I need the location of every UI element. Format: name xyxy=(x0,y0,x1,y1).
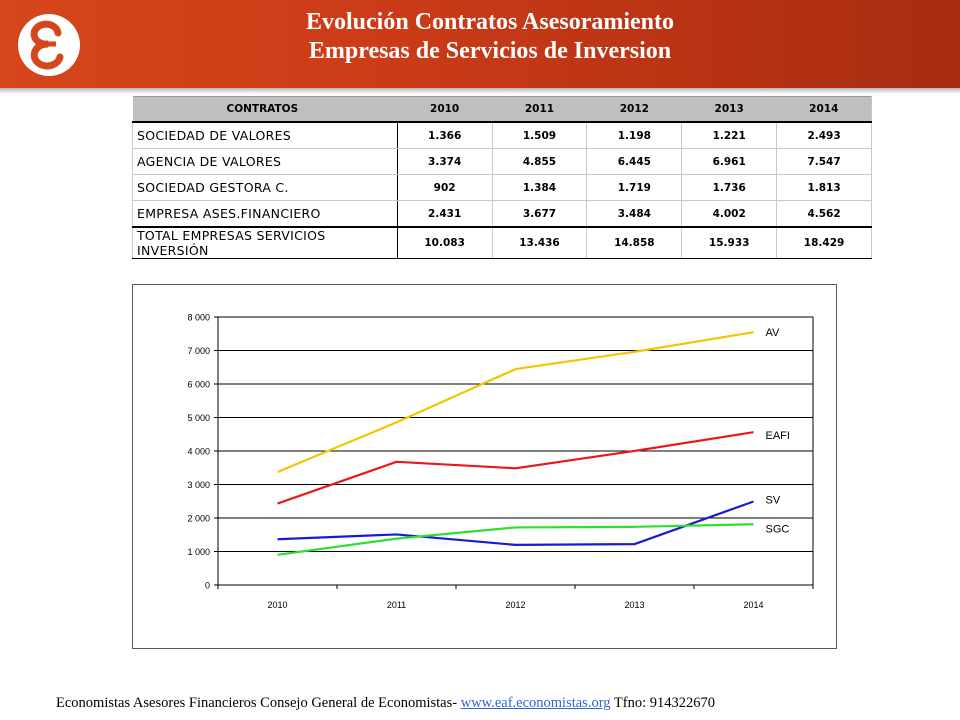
economistas-logo xyxy=(18,14,80,76)
line-chart-frame: 0 1 000 2 000 3 000 4 000 5 000 6 000 7 000 8 00… xyxy=(132,284,837,649)
title-line-1: Evolución Contratos Asesoramiento xyxy=(306,9,674,35)
row-label: EMPRESA ASES.FINANCIERO xyxy=(132,200,398,228)
y-tick-label: 5 000 xyxy=(187,413,210,423)
table-cell: 18.429 xyxy=(776,226,872,259)
y-tick-label: 0 xyxy=(205,581,210,591)
column-header: 2012 xyxy=(586,96,682,123)
y-tick-label: 7 000 xyxy=(187,346,210,356)
y-tick-label: 4 000 xyxy=(187,447,210,457)
x-tick-label: 2014 xyxy=(743,600,763,610)
column-header: 2010 xyxy=(397,96,493,123)
table-row: EMPRESA ASES.FINANCIERO 2.431 3.677 3.48… xyxy=(132,200,872,228)
table-cell: 2.493 xyxy=(776,122,872,149)
table-cell: 10.083 xyxy=(396,226,493,259)
table-cell: 1.736 xyxy=(681,174,777,201)
y-tick-label: 8 000 xyxy=(187,313,210,323)
row-label: TOTAL EMPRESAS SERVICIOS INVERSIÓN xyxy=(132,226,398,259)
title-line-2: Empresas de Servicios de Inversion xyxy=(308,38,672,64)
x-tick-label: 2013 xyxy=(624,600,644,610)
series-label-av: AV xyxy=(766,327,781,339)
column-header: 2011 xyxy=(492,96,587,123)
table-cell: 3.484 xyxy=(586,200,682,228)
table-cell: 1.813 xyxy=(776,174,872,201)
table-cell: 15.933 xyxy=(681,226,777,259)
series-line-eafi xyxy=(277,431,754,505)
series-line-av xyxy=(277,331,754,473)
row-label: AGENCIA DE VALORES xyxy=(132,148,398,175)
header-bar: Evolución Contratos Asesoramiento Empres… xyxy=(0,0,960,88)
table-cell: 4.002 xyxy=(681,200,777,228)
y-tick-label: 2 000 xyxy=(187,514,210,524)
table-row: SOCIEDAD GESTORA C. 902 1.384 1.719 1.73… xyxy=(132,174,872,201)
x-tick-label: 2010 xyxy=(267,600,287,610)
row-label: SOCIEDAD DE VALORES xyxy=(132,122,398,149)
x-tick-label: 2011 xyxy=(387,600,406,610)
table-cell: 14.858 xyxy=(586,226,682,259)
table-cell: 3.677 xyxy=(491,200,587,228)
series-label-sgc: SGC xyxy=(766,523,790,535)
table-cell: 6.445 xyxy=(586,148,682,175)
series-label-sv: SV xyxy=(766,494,781,506)
table-cell: 7.547 xyxy=(776,148,872,175)
footer-website-link[interactable]: www.eaf.economistas.org xyxy=(460,695,611,711)
footer: Economistas Asesores Financieros Consejo… xyxy=(56,695,916,712)
table-cell: 1.384 xyxy=(491,174,587,201)
table-row: AGENCIA DE VALORES 3.374 4.855 6.445 6.9… xyxy=(132,148,872,175)
table-cell: 13.436 xyxy=(491,226,587,259)
table-cell: 2.431 xyxy=(396,200,493,228)
table-cell: 4.562 xyxy=(776,200,872,228)
row-label: SOCIEDAD GESTORA C. xyxy=(132,174,398,201)
x-tick-label: 2012 xyxy=(505,600,525,610)
column-header: 2013 xyxy=(681,96,777,123)
series-line-sgc xyxy=(277,523,754,556)
table-cell: 3.374 xyxy=(396,148,493,175)
column-header: 2014 xyxy=(776,96,872,123)
y-tick-label: 3 000 xyxy=(187,480,210,490)
y-tick-label: 1 000 xyxy=(187,547,210,557)
table-cell: 1.366 xyxy=(396,122,493,149)
table-cell: 1.719 xyxy=(586,174,682,201)
table-row: SOCIEDAD DE VALORES 1.366 1.509 1.198 1.… xyxy=(132,122,872,149)
table-header-row: CONTRATOS 2010 2011 2012 2013 2014 xyxy=(132,96,872,123)
table-cell: 4.855 xyxy=(491,148,587,175)
table-total-row: TOTAL EMPRESAS SERVICIOS INVERSIÓN 10.08… xyxy=(132,226,872,259)
table-cell: 902 xyxy=(396,174,493,201)
contracts-table: CONTRATOS 2010 2011 2012 2013 2014 SOCIE… xyxy=(132,96,872,259)
footer-phone: Tfno: 914322670 xyxy=(610,695,715,711)
table-cell: 1.198 xyxy=(586,122,682,149)
y-tick-label: 6 000 xyxy=(187,380,210,390)
page-title: Evolución Contratos Asesoramiento Empres… xyxy=(190,8,790,66)
column-header: CONTRATOS xyxy=(132,96,398,123)
header-divider xyxy=(0,88,960,94)
table-cell: 6.961 xyxy=(681,148,777,175)
series-label-eafi: EAFI xyxy=(766,430,790,442)
line-chart: 0 1 000 2 000 3 000 4 000 5 000 6 000 7 000 8 00… xyxy=(187,313,814,610)
table-cell: 1.509 xyxy=(491,122,587,149)
table-cell: 1.221 xyxy=(681,122,777,149)
footer-text: Economistas Asesores Financieros Consejo… xyxy=(56,695,461,711)
series-line-sv xyxy=(277,500,754,546)
